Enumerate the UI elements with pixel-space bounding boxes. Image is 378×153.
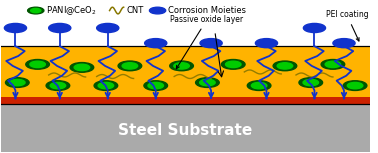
- Circle shape: [5, 23, 26, 33]
- Circle shape: [148, 82, 164, 89]
- Circle shape: [222, 60, 245, 69]
- Circle shape: [122, 63, 138, 69]
- Circle shape: [343, 81, 367, 90]
- Circle shape: [304, 23, 325, 33]
- Circle shape: [303, 79, 319, 86]
- Circle shape: [273, 61, 297, 71]
- Circle shape: [49, 23, 71, 33]
- Circle shape: [247, 81, 271, 90]
- Circle shape: [200, 39, 222, 48]
- Circle shape: [26, 60, 50, 69]
- Circle shape: [98, 82, 114, 89]
- Circle shape: [9, 79, 25, 86]
- Circle shape: [226, 61, 241, 68]
- Circle shape: [46, 81, 70, 90]
- Circle shape: [195, 78, 219, 87]
- Circle shape: [74, 64, 90, 71]
- Text: Passive oxide layer: Passive oxide layer: [170, 15, 244, 69]
- Circle shape: [70, 63, 94, 72]
- Bar: [1, 104, 370, 152]
- Circle shape: [145, 39, 167, 48]
- Circle shape: [277, 63, 293, 69]
- Circle shape: [200, 79, 215, 86]
- Circle shape: [28, 7, 44, 14]
- Circle shape: [325, 61, 341, 68]
- Bar: [1, 46, 370, 104]
- Circle shape: [299, 78, 322, 87]
- Circle shape: [256, 39, 277, 48]
- Circle shape: [97, 23, 119, 33]
- Circle shape: [31, 8, 41, 13]
- Circle shape: [174, 63, 189, 69]
- Circle shape: [251, 82, 267, 89]
- Circle shape: [118, 61, 142, 71]
- Bar: [1, 97, 370, 104]
- Text: CNT: CNT: [126, 6, 144, 15]
- Circle shape: [144, 81, 167, 90]
- Text: Steel Substrate: Steel Substrate: [118, 123, 253, 138]
- Circle shape: [50, 82, 66, 89]
- Text: PEI coating: PEI coating: [325, 10, 368, 41]
- Circle shape: [170, 61, 194, 71]
- Circle shape: [333, 39, 355, 48]
- Circle shape: [6, 78, 29, 87]
- Circle shape: [30, 61, 45, 68]
- Circle shape: [347, 82, 363, 89]
- Text: Corrosion Moieties: Corrosion Moieties: [168, 6, 246, 15]
- Text: PANI@CeO$_2$: PANI@CeO$_2$: [46, 4, 97, 17]
- Circle shape: [94, 81, 118, 90]
- Circle shape: [321, 60, 345, 69]
- Circle shape: [149, 7, 166, 14]
